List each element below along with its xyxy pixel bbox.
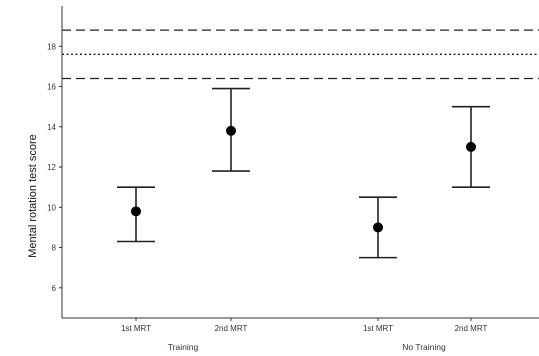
- y-tick-label-14: 14: [47, 123, 56, 132]
- x-labels: 1st MRT 2nd MRT Training 1st MRT 2nd MRT No T…: [121, 318, 488, 352]
- mean-point-3: [373, 222, 383, 233]
- axes: [61, 6, 539, 319]
- y-tick-label-6: 6: [52, 284, 57, 293]
- y-tick-label-12: 12: [47, 163, 56, 172]
- y-tick-label-10: 10: [47, 203, 56, 212]
- y-tick-label-16: 16: [47, 83, 56, 92]
- x-tick-label-1: 1st MRT: [121, 324, 151, 333]
- mean-point-4: [466, 141, 476, 152]
- mean-point-1: [131, 206, 141, 217]
- y-tick-label-18: 18: [47, 42, 56, 51]
- data-series: [117, 87, 490, 259]
- y-tick-label-8: 8: [52, 244, 57, 253]
- group-label-2: No Training: [402, 342, 446, 352]
- y-axis-title: Mental rotation test score: [27, 134, 39, 258]
- x-tick-label-3: 1st MRT: [363, 324, 393, 333]
- x-tick-label-2: 2nd MRT: [215, 324, 248, 333]
- group-label-1: Training: [168, 342, 199, 352]
- y-ticks: 6 8 10 12 14 16 18: [47, 42, 62, 293]
- mean-point-2: [226, 125, 236, 136]
- x-tick-label-4: 2nd MRT: [455, 324, 488, 333]
- reference-lines: [62, 29, 539, 80]
